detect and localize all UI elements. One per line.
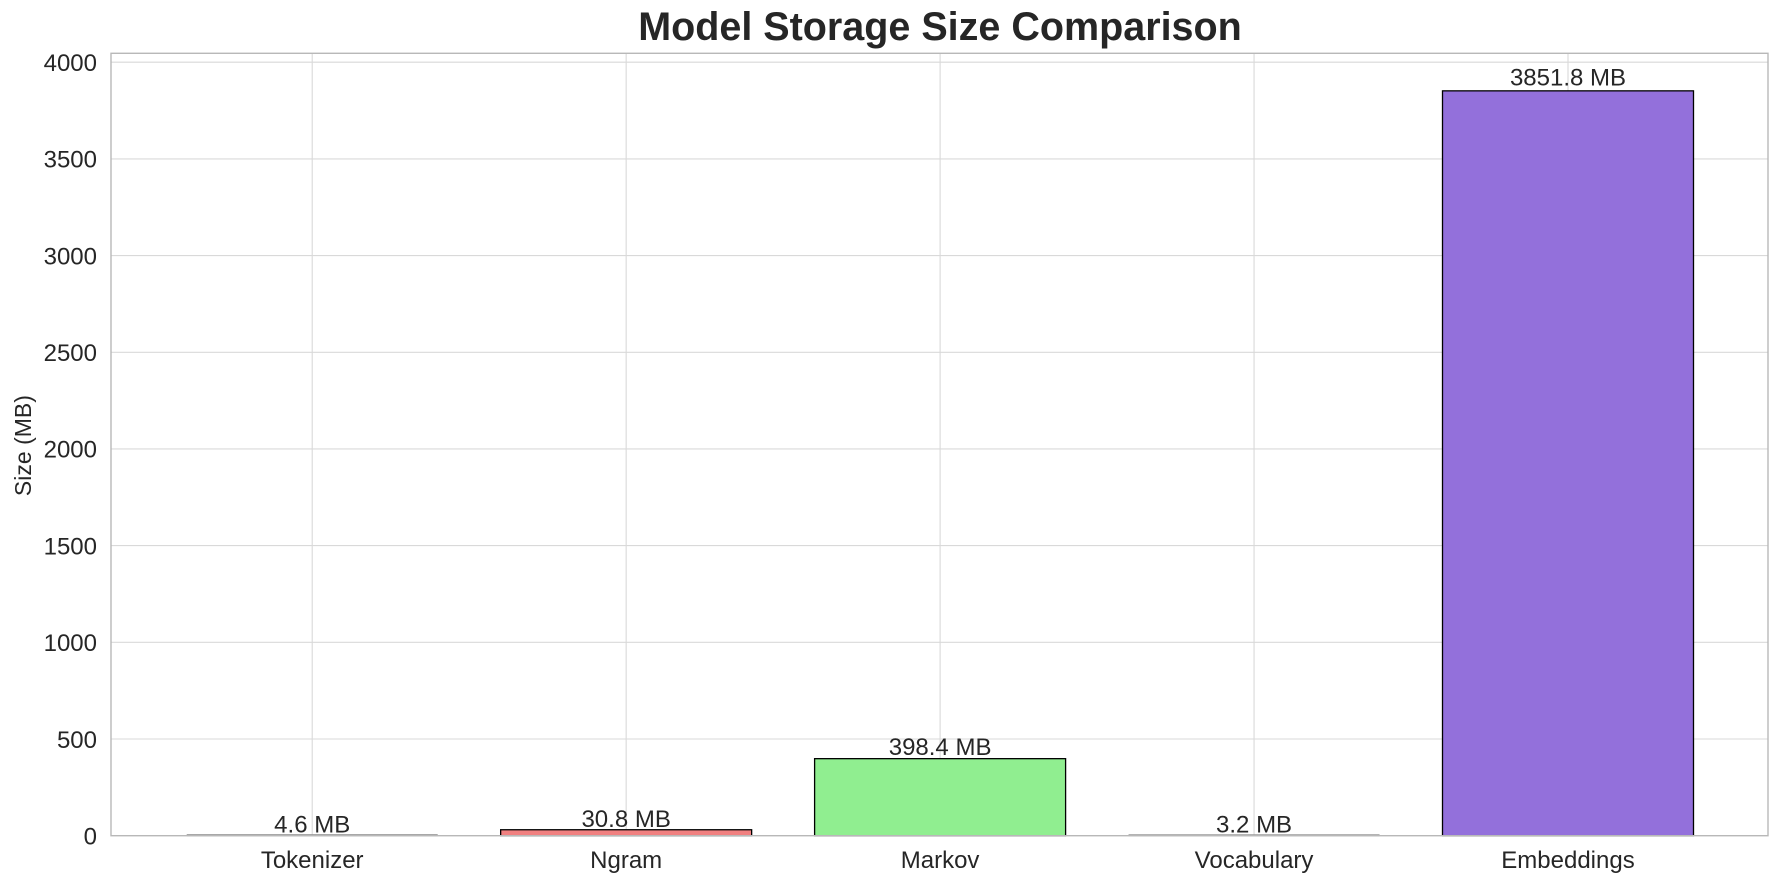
svg-text:3851.8 MB: 3851.8 MB: [1510, 64, 1626, 91]
svg-text:0: 0: [84, 824, 97, 851]
svg-text:Ngram: Ngram: [590, 847, 662, 874]
svg-text:Model Storage Size Comparison: Model Storage Size Comparison: [638, 5, 1242, 49]
svg-text:1500: 1500: [44, 533, 97, 560]
svg-text:500: 500: [57, 727, 97, 754]
svg-text:2500: 2500: [44, 340, 97, 367]
svg-text:Tokenizer: Tokenizer: [261, 847, 364, 874]
svg-text:Embeddings: Embeddings: [1501, 847, 1634, 874]
svg-text:3.2 MB: 3.2 MB: [1216, 812, 1292, 839]
svg-text:30.8 MB: 30.8 MB: [581, 806, 670, 833]
svg-text:3500: 3500: [44, 147, 97, 174]
svg-text:Size (MB): Size (MB): [10, 395, 36, 496]
svg-text:2000: 2000: [44, 437, 97, 464]
svg-text:Markov: Markov: [901, 847, 980, 874]
svg-text:398.4 MB: 398.4 MB: [889, 734, 992, 761]
svg-text:Vocabulary: Vocabulary: [1195, 847, 1314, 874]
svg-text:4.6 MB: 4.6 MB: [274, 812, 350, 839]
svg-text:4000: 4000: [44, 50, 97, 77]
svg-text:1000: 1000: [44, 630, 97, 657]
svg-text:3000: 3000: [44, 243, 97, 270]
